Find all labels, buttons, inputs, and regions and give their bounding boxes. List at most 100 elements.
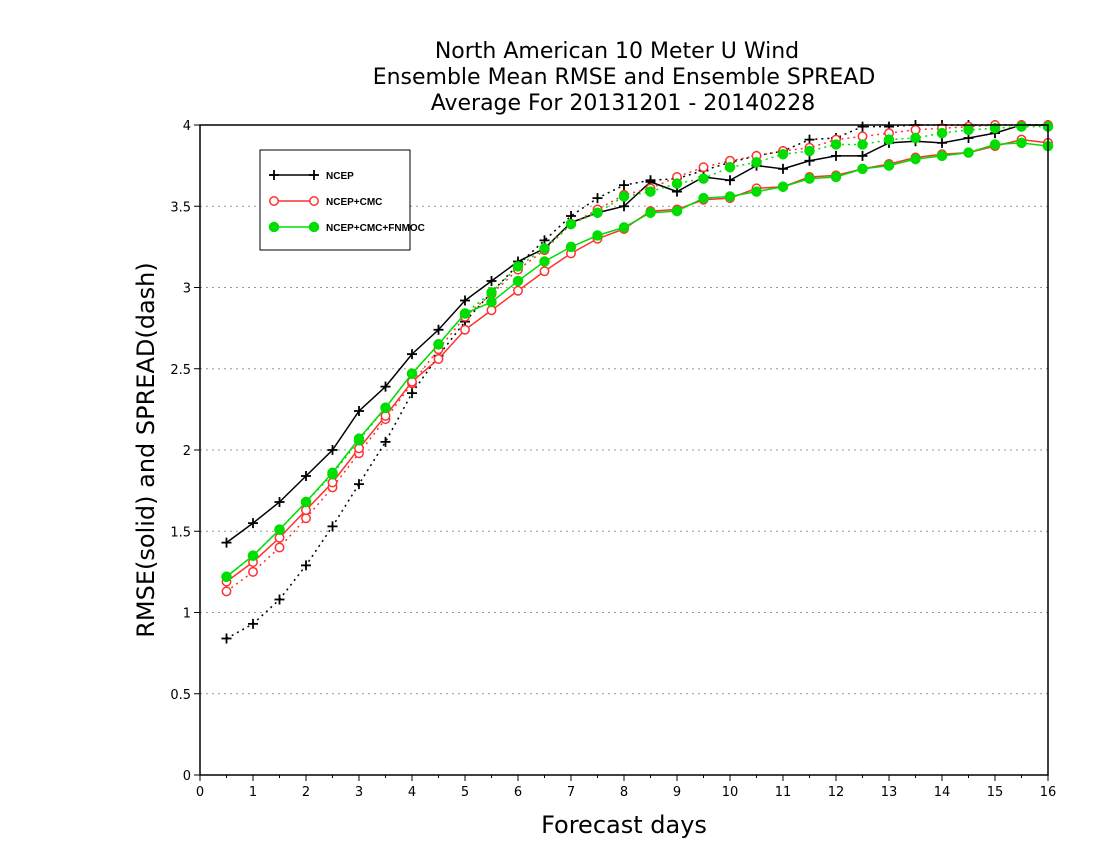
legend-label-ncep-cmc: NCEP+CMC — [326, 197, 382, 208]
series-layer — [221, 120, 1054, 644]
x-tick-label: 6 — [514, 785, 522, 800]
axis-ticks: 00.511.522.533.540 1 2 3 4 5 6 7 8 9 10 11 12 13 14 15 1… — [170, 119, 1056, 800]
spread-point — [698, 162, 709, 173]
rmse-point — [460, 324, 470, 335]
rmse-point — [274, 497, 285, 507]
rmse-point — [804, 155, 815, 166]
spread-point — [804, 145, 815, 157]
rmse-point — [671, 205, 683, 217]
spread-point — [963, 124, 974, 136]
rmse-point — [645, 207, 656, 218]
spread-point — [619, 180, 629, 191]
rmse-point — [433, 339, 444, 350]
x-tick-label: 1 — [249, 785, 257, 800]
legend-entries: NCEP NCEP+CMC NCEP+CMC+FNMOC — [268, 170, 425, 234]
title-line-1: North American 10 Meter U Wind — [435, 39, 799, 64]
legend-marker — [309, 170, 319, 180]
rmse-point — [354, 406, 364, 416]
x-tick-label: 13 — [881, 785, 898, 800]
rmse-point — [486, 276, 497, 286]
rmse-point — [724, 191, 736, 202]
spread-point — [592, 193, 603, 204]
rmse-point — [1016, 137, 1027, 149]
rmse-point — [751, 186, 762, 197]
legend: NCEP NCEP+CMC NCEP+CMC+FNMOC — [259, 149, 425, 251]
spread-point — [618, 191, 630, 202]
rmse-point — [698, 192, 709, 204]
legend-marker — [269, 196, 279, 206]
series-ncep-cmc-fnmoc — [221, 121, 1054, 582]
y-tick-label: 3.5 — [170, 200, 191, 215]
spread-point — [301, 513, 311, 524]
legend-marker — [269, 170, 279, 180]
rmse-point — [221, 571, 232, 582]
rmse-point — [300, 496, 312, 508]
spread-point — [565, 218, 577, 230]
spread-point — [592, 207, 603, 218]
x-tick-label: 12 — [828, 785, 845, 800]
rmse-point — [989, 139, 1001, 150]
legend-marker — [308, 221, 320, 233]
rmse-point — [778, 163, 788, 174]
spread-point — [248, 618, 258, 629]
y-tick-label: 4 — [183, 119, 191, 134]
spread-point — [698, 173, 709, 184]
rmse-point — [539, 266, 550, 277]
title-line-2: Ensemble Mean RMSE and Ensemble SPREAD — [373, 65, 876, 90]
x-tick-label: 3 — [355, 785, 363, 800]
spread-point — [936, 127, 948, 139]
rmse-point — [831, 150, 841, 161]
rmse-point — [725, 175, 735, 186]
rmse-point — [883, 160, 895, 171]
rmse-point — [407, 349, 417, 360]
x-tick-label: 4 — [408, 785, 416, 800]
spread-point — [512, 261, 524, 272]
rmse-point — [539, 256, 550, 267]
spread-point — [274, 594, 285, 605]
y-tick-label: 2.5 — [170, 363, 191, 378]
legend-marker — [309, 196, 319, 206]
spread-point — [301, 560, 311, 571]
y-axis-label: RMSE(solid) and SPREAD(dash) — [132, 262, 160, 638]
legend-label-ncep: NCEP — [326, 171, 354, 182]
y-tick-label: 0.5 — [170, 688, 191, 703]
spread-point — [910, 132, 921, 144]
rmse-point — [327, 445, 338, 455]
rmse-point — [327, 467, 338, 478]
y-tick-label: 1 — [183, 607, 191, 622]
rmse-point — [221, 537, 232, 548]
x-tick-label: 7 — [567, 785, 575, 800]
y-tick-label: 2 — [183, 444, 191, 459]
spread-point — [671, 178, 683, 189]
x-tick-label: 11 — [775, 785, 792, 800]
rmse-point — [512, 275, 524, 287]
spread-point — [539, 243, 550, 254]
rmse-point — [565, 241, 577, 253]
x-tick-label: 15 — [987, 785, 1004, 800]
rmse-point — [460, 295, 470, 306]
y-tick-label: 0 — [183, 769, 191, 784]
rmse-point — [619, 201, 629, 212]
y-tick-label: 1.5 — [170, 525, 191, 540]
rmse-point — [301, 471, 311, 481]
spread-point — [857, 121, 868, 132]
rmse-point — [830, 171, 842, 183]
spread-point — [724, 162, 736, 173]
legend-marker — [268, 221, 280, 233]
rmse-point — [433, 324, 444, 335]
x-tick-label: 8 — [620, 785, 628, 800]
rmse-point — [380, 402, 391, 413]
x-tick-label: 0 — [196, 785, 204, 800]
rmse-point — [380, 381, 391, 392]
rmse-point — [937, 137, 947, 148]
spread-point — [1016, 121, 1027, 132]
rmse-point — [857, 163, 868, 175]
spread-point — [830, 139, 842, 150]
rmse-point — [618, 222, 630, 233]
rmse-point — [513, 285, 523, 296]
legend-box — [259, 149, 411, 251]
rmse-point — [777, 181, 789, 192]
spread-point — [486, 287, 497, 298]
spread-point — [221, 586, 232, 597]
